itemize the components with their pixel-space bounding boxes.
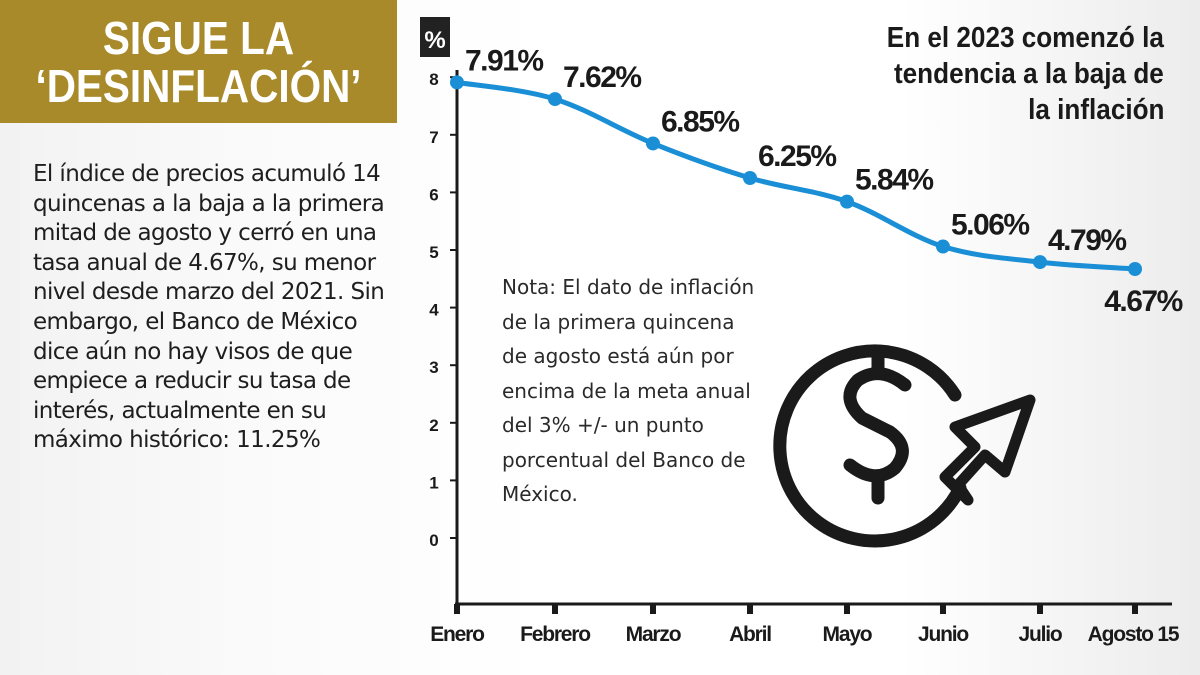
data-point xyxy=(548,92,562,107)
y-tick-label: 8 xyxy=(429,70,438,89)
data-point xyxy=(1128,262,1142,277)
x-tick-mark xyxy=(1132,604,1138,614)
x-tick-mark xyxy=(940,604,946,614)
y-tick-label: 5 xyxy=(429,243,438,262)
x-tick-label: Julio xyxy=(1018,623,1061,646)
body-paragraph: El índice de precios acumuló 14 quincena… xyxy=(33,161,385,454)
data-label: 5.84% xyxy=(855,164,933,197)
x-tick-label: Abril xyxy=(729,623,771,646)
y-unit-box xyxy=(420,17,450,57)
x-tick-mark xyxy=(552,604,558,614)
y-tick-label: 4 xyxy=(429,301,439,320)
data-label: 7.62% xyxy=(563,61,641,94)
y-tick-label: 1 xyxy=(429,473,438,492)
data-point xyxy=(1033,255,1047,270)
y-tick-label: 6 xyxy=(429,185,438,204)
data-label: 6.85% xyxy=(661,105,739,138)
chart-title-line-2: tendencia a la baja de xyxy=(894,58,1164,90)
chart-note: Nota: El dato de inflación de la primera… xyxy=(502,275,755,506)
data-point xyxy=(936,239,950,254)
x-tick-mark xyxy=(747,604,753,614)
x-tick-label: Junio xyxy=(918,623,968,646)
x-tick-mark xyxy=(1037,604,1043,614)
data-point xyxy=(646,136,660,151)
headline-line-1: SIGUE LA xyxy=(102,11,295,64)
headline-line-2: ‘DESINFLACIÓN’ xyxy=(35,59,362,112)
x-tick-mark xyxy=(454,604,460,614)
y-tick-label: 3 xyxy=(429,358,438,377)
y-tick-label: 2 xyxy=(429,416,438,435)
x-tick-label: Mayo xyxy=(823,623,872,646)
data-label: 5.06% xyxy=(951,209,1029,242)
chart-title: En el 2023 comenzó la tendencia a la baj… xyxy=(856,20,1164,128)
x-tick-label: Enero xyxy=(430,623,484,646)
y-tick-label: 0 xyxy=(429,531,438,550)
data-point xyxy=(743,171,757,185)
x-tick-mark xyxy=(650,604,656,614)
chart-title-line-3: la inflación xyxy=(1027,94,1164,126)
y-axis-label: % xyxy=(424,27,445,54)
data-label: 6.25% xyxy=(758,140,836,173)
y-tick-label: 7 xyxy=(429,128,438,147)
x-tick-label: Marzo xyxy=(626,623,681,646)
data-label: 7.91% xyxy=(465,44,543,77)
x-tick-mark xyxy=(844,604,850,614)
data-point xyxy=(840,194,854,209)
dollar-circle-arrow-icon xyxy=(773,344,1036,548)
headline-box: SIGUE LA ‘DESINFLACIÓN’ xyxy=(0,0,397,123)
data-label: 4.67% xyxy=(1104,285,1182,318)
x-tick-label: Agosto 15 xyxy=(1088,623,1180,646)
chart-title-line-1: En el 2023 comenzó la xyxy=(886,22,1164,54)
data-point xyxy=(450,75,464,90)
data-label: 4.79% xyxy=(1048,224,1126,257)
x-tick-label: Febrero xyxy=(520,623,590,646)
series-line xyxy=(456,79,1136,272)
